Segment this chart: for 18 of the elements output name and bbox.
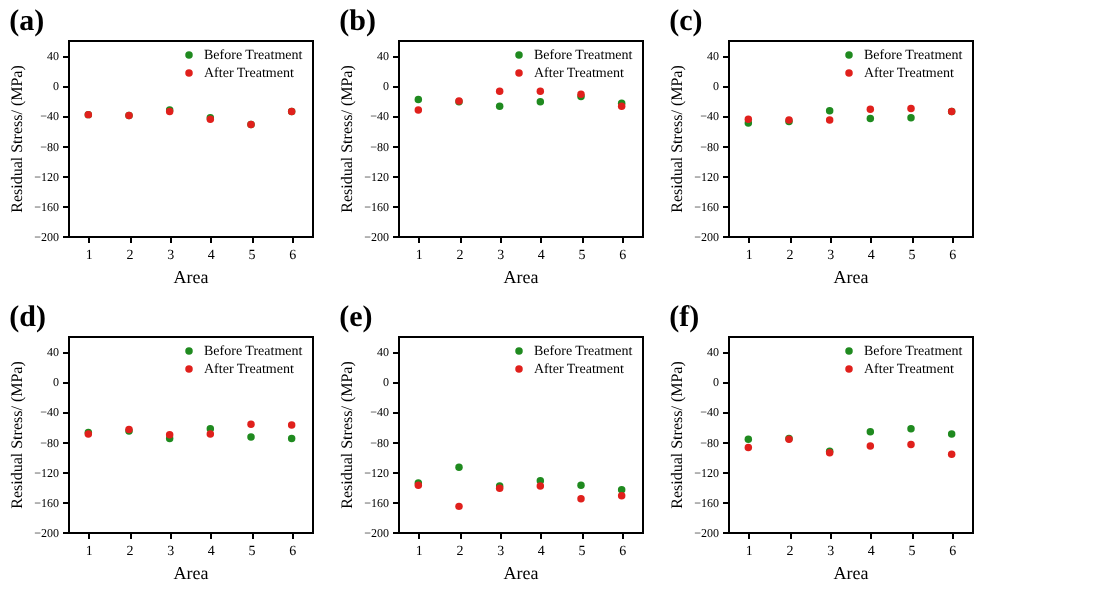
chart-title: (e): [339, 302, 373, 334]
y-axis-title: Residual Stress/ (MPa): [668, 360, 687, 509]
y-axis-title: Residual Stress/ (MPa): [668, 64, 687, 213]
x-axis-title: Area: [173, 267, 209, 287]
x-axis-title: Area: [173, 563, 209, 583]
x-axis-title: Area: [833, 267, 869, 287]
chart-title: (f): [669, 302, 700, 334]
y-axis-title: Residual Stress/ (MPa): [8, 64, 27, 213]
chart-title: (d): [9, 302, 46, 334]
chart-title: (c): [669, 6, 703, 38]
chart-title: (b): [339, 6, 376, 38]
y-axis-title: Residual Stress/ (MPa): [338, 64, 357, 213]
x-axis-title: Area: [503, 267, 539, 287]
y-axis-title: Residual Stress/ (MPa): [338, 360, 357, 509]
x-axis-title: Area: [833, 563, 869, 583]
y-axis-title: Residual Stress/ (MPa): [8, 360, 27, 509]
chart-title: (a): [9, 6, 45, 38]
x-axis-title: Area: [503, 563, 539, 583]
